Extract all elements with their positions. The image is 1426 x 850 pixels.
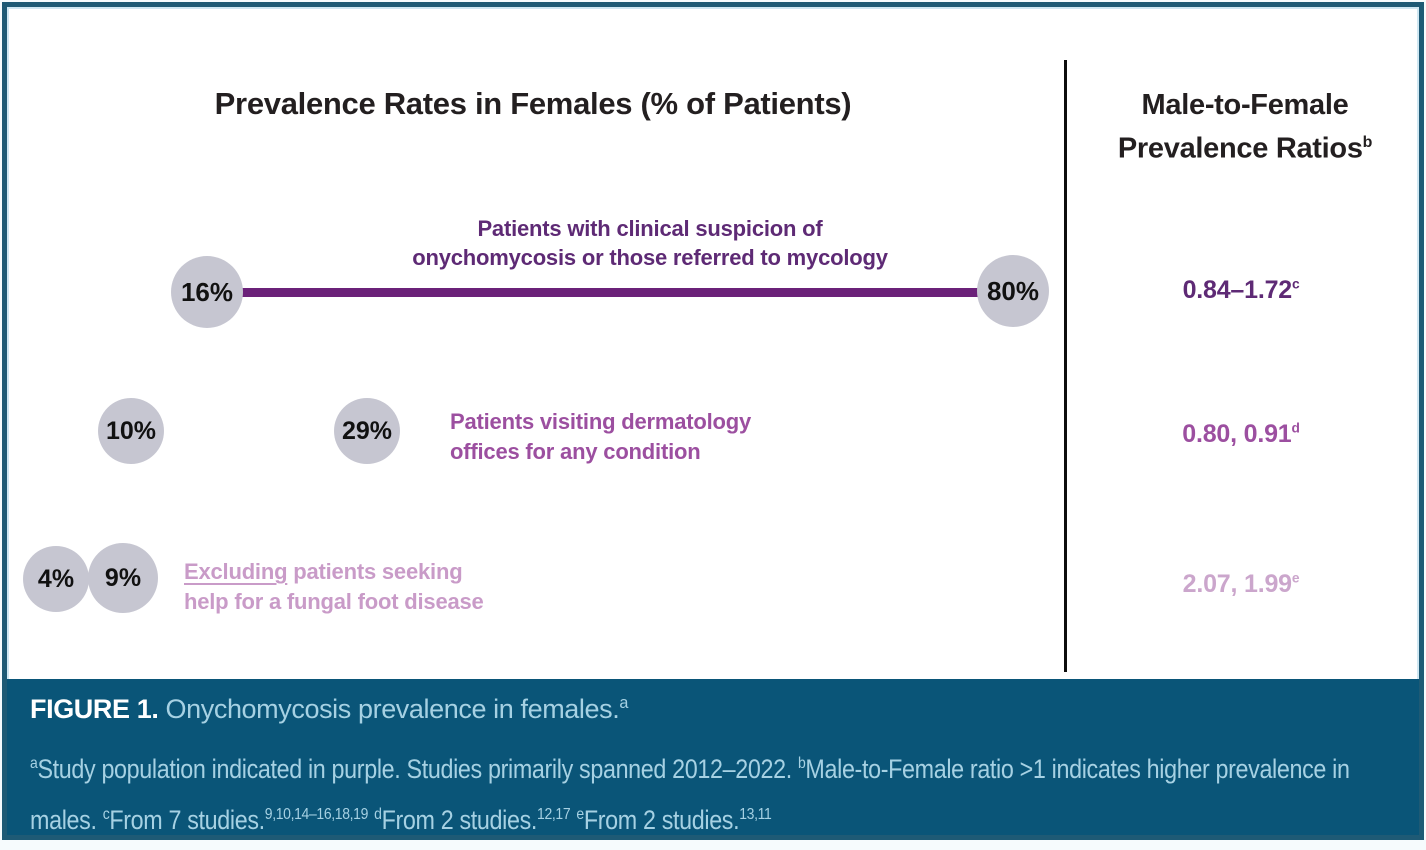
row1-population-label: Patients with clinical suspicion of onyc… <box>412 216 888 270</box>
row1-max-value-bubble: 80% <box>977 255 1049 327</box>
ratios-header-superscript: b <box>1362 134 1373 151</box>
row2-value-bubble-2: 29% <box>334 398 400 464</box>
figure-caption: FIGURE 1. Onychomycosis prevalence in fe… <box>30 694 1400 725</box>
row1-ratio-value: 0.84–1.72c <box>1182 276 1300 304</box>
figure-caption-text: Onychomycosis prevalence in females. <box>158 694 620 724</box>
row3-ratio-superscript: e <box>1291 570 1300 586</box>
row1-min-value-bubble: 16% <box>171 256 243 328</box>
row3-ratio-value: 2.07, 1.99e <box>1182 570 1300 598</box>
row2-population-label: Patients visiting dermatology offices fo… <box>450 409 752 464</box>
row3-value-bubble-2: 9% <box>88 543 158 613</box>
row3-underlined-word: Excluding <box>184 559 288 584</box>
ratios-column-header: Male-to-Female Prevalence Ratiosb <box>1072 86 1418 168</box>
row1-ratio-superscript: c <box>1291 276 1300 292</box>
row2-ratio-superscript: d <box>1291 420 1300 436</box>
row2-value-bubble-1: 10% <box>98 398 164 464</box>
ratios-header-line2: Prevalence Ratiosb <box>1117 132 1373 165</box>
caption-bar <box>7 679 1419 835</box>
column-divider-line <box>1064 60 1067 672</box>
row3-value-bubble-1: 4% <box>23 546 89 612</box>
figure-footnotes: aStudy population indicated in purple. S… <box>30 753 1350 835</box>
figure-number-label: FIGURE 1. <box>30 694 159 724</box>
row2-ratio-value: 0.80, 0.91d <box>1182 420 1300 448</box>
row1-range-line <box>205 288 1015 297</box>
ratios-header-line1: Male-to-Female <box>1141 89 1349 121</box>
chart-title: Prevalence Rates in Females (% of Patien… <box>214 86 852 121</box>
figure-caption-superscript: a <box>619 694 628 712</box>
row3-population-label: Excluding patients seeking help for a fu… <box>184 559 484 614</box>
